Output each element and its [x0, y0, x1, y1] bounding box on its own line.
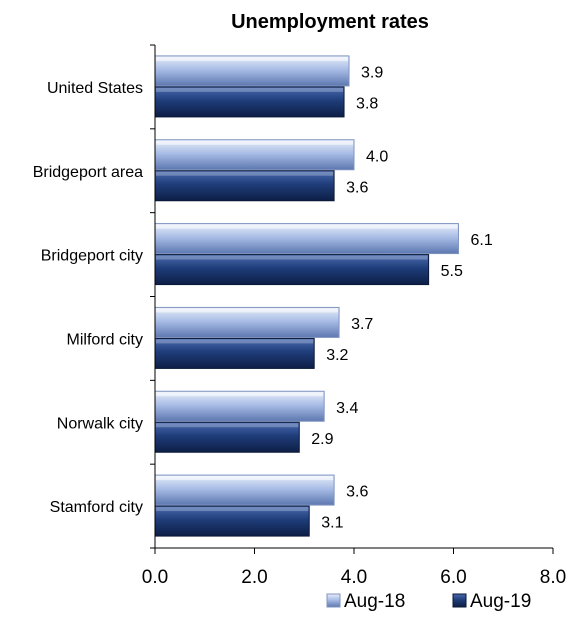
bar-highlight: [156, 56, 349, 61]
x-tick-label: 0.0: [142, 567, 168, 588]
bar-highlight: [156, 140, 353, 145]
bar-highlight: [156, 87, 344, 92]
category-label-milford-city: Milford city: [67, 331, 143, 348]
bar-highlight: [156, 255, 428, 260]
data-label: 5.5: [441, 263, 463, 280]
data-label: 3.1: [321, 515, 343, 532]
category-label-bridgeport-city: Bridgeport city: [41, 248, 143, 265]
data-label: 3.4: [336, 400, 358, 417]
bar-highlight: [156, 507, 309, 512]
category-label-norwalk-city: Norwalk city: [57, 415, 143, 432]
x-tick-label: 8.0: [540, 567, 566, 588]
bar-highlight: [156, 392, 324, 397]
data-label: 3.2: [326, 347, 348, 364]
bar-united-states-aug-19: [154, 86, 345, 118]
chart-title: Unemployment rates: [231, 11, 429, 33]
data-label: 4.0: [366, 148, 388, 165]
data-label: 3.6: [346, 179, 368, 196]
bar-norwalk-city-aug-19: [154, 421, 300, 453]
legend-swatch-aug-18: [326, 593, 341, 608]
category-label-bridgeport-area: Bridgeport area: [33, 164, 143, 181]
bar-stamford-city-aug-19: [154, 505, 310, 537]
bar-highlight: [156, 224, 458, 229]
bar-highlight: [156, 476, 334, 481]
data-label: 3.6: [346, 484, 368, 501]
data-label: 3.9: [361, 64, 383, 81]
data-label: 6.1: [470, 232, 492, 249]
bar-highlight: [156, 339, 314, 344]
legend-label-aug-18: Aug-18: [344, 591, 405, 612]
bar-highlight: [156, 423, 299, 428]
bar-highlight: [156, 171, 334, 176]
x-tick-label: 4.0: [341, 567, 367, 588]
data-label: 2.9: [311, 431, 333, 448]
category-label-united-states: United States: [47, 80, 143, 97]
x-tick-label: 6.0: [440, 567, 466, 588]
data-label: 3.8: [356, 95, 378, 112]
data-label: 3.7: [351, 316, 373, 333]
x-tick-label: 2.0: [241, 567, 267, 588]
bar-highlight: [156, 308, 339, 313]
legend-label-aug-19: Aug-19: [470, 591, 531, 612]
legend-swatch-aug-19: [452, 593, 467, 608]
bar-bridgeport-area-aug-19: [154, 170, 335, 202]
category-label-stamford-city: Stamford city: [50, 499, 143, 516]
